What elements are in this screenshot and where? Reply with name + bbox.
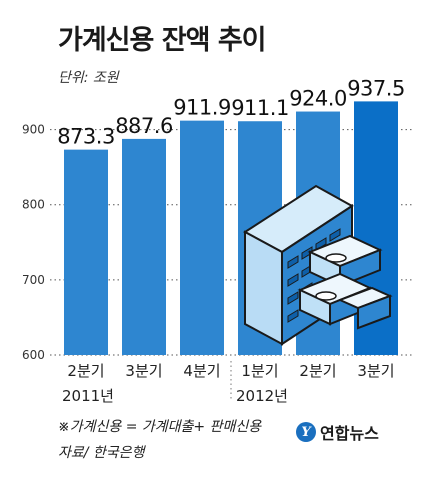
chart-title: 가계신용 잔액 추이: [58, 25, 267, 56]
building-and-money-stacks-icon: [243, 184, 393, 346]
value-label: 924.0: [289, 87, 347, 111]
logo-text: 연합뉴스: [320, 424, 379, 443]
bar-2분기-0: [64, 149, 108, 355]
y-tick-label-700: 700: [22, 273, 45, 287]
value-label: 873.3: [57, 125, 115, 149]
y-tick-label-900: 900: [22, 123, 45, 137]
x-tick-label: 4분기: [183, 362, 220, 380]
value-label: 911.9: [173, 96, 231, 120]
logo-mark-icon: Y: [296, 422, 316, 442]
bar-3분기-1: [122, 138, 166, 355]
value-label: 937.5: [347, 76, 405, 100]
bar-4분기-2: [180, 120, 224, 355]
source-label: 자료/ 한국은행: [58, 445, 145, 461]
y-tick-label-800: 800: [22, 198, 45, 212]
footnote: ※가계신용 = 가계대출+ 판매신용: [58, 419, 262, 435]
unit-label: 단위: 조원: [58, 70, 119, 86]
x-tick-label: 3분기: [125, 362, 162, 380]
x-tick-label: 3분기: [357, 362, 394, 380]
year-label-0: 2011년: [62, 387, 114, 405]
year-label-1: 2012년: [236, 387, 288, 405]
x-tick-label: 1분기: [241, 362, 278, 380]
chart-labels: 600 700 800 900 873.3 2분기 887.6 3분기 911.9 4분기 911.…: [22, 76, 405, 405]
y-tick-label-600: 600: [22, 348, 45, 362]
x-tick-label: 2분기: [299, 362, 336, 380]
value-label: 887.6: [115, 114, 173, 138]
x-tick-label: 2분기: [67, 362, 104, 380]
yonhap-logo: Y 연합뉴스: [296, 420, 379, 444]
value-label: 911.1: [231, 96, 289, 120]
